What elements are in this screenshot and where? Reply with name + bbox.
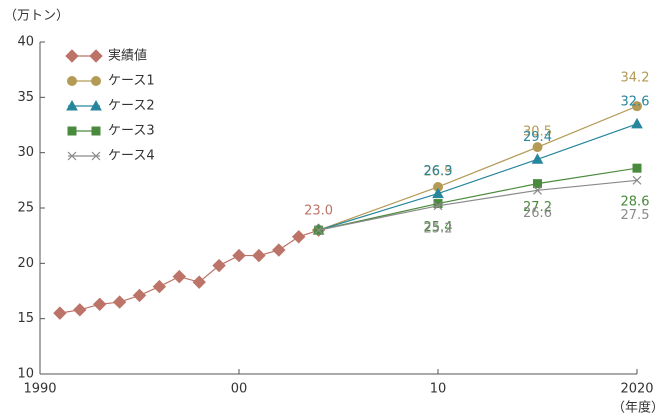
y-axis-label: （万トン） bbox=[4, 9, 69, 24]
marker bbox=[172, 269, 187, 284]
y-tick-label: 20 bbox=[17, 256, 34, 271]
y-tick-label: 35 bbox=[17, 90, 34, 105]
x-tick-label: 00 bbox=[231, 382, 248, 397]
x-tick-label: 1990 bbox=[23, 382, 56, 397]
marker bbox=[91, 151, 101, 161]
marker bbox=[632, 175, 642, 185]
marker bbox=[92, 297, 107, 311]
data-label: 32.6 bbox=[621, 94, 650, 109]
data-label: 23.0 bbox=[304, 204, 333, 219]
x-tick-label: 10 bbox=[430, 382, 447, 397]
legend-label: ケース2 bbox=[108, 99, 155, 114]
legend-label: 実績値 bbox=[108, 48, 147, 64]
marker bbox=[632, 101, 642, 112]
legend-label: ケース1 bbox=[108, 74, 155, 89]
marker bbox=[91, 76, 101, 86]
series-line bbox=[318, 167, 638, 231]
data-label: 27.5 bbox=[621, 208, 650, 223]
marker bbox=[90, 99, 102, 111]
marker bbox=[67, 126, 77, 136]
series-line bbox=[318, 105, 638, 231]
data-label: 26.9 bbox=[424, 164, 453, 179]
x-axis-label: （年度） bbox=[612, 400, 664, 416]
marker bbox=[67, 151, 77, 161]
x-tick-label: 2020 bbox=[620, 382, 653, 397]
marker bbox=[533, 179, 542, 189]
y-tick-label: 10 bbox=[17, 367, 34, 382]
marker bbox=[152, 279, 167, 294]
marker bbox=[252, 248, 266, 263]
data-label: 30.5 bbox=[523, 125, 552, 140]
data-label: 25.2 bbox=[424, 221, 453, 236]
marker bbox=[89, 49, 103, 63]
data-label: 26.6 bbox=[523, 206, 552, 221]
marker bbox=[272, 243, 286, 257]
series-line bbox=[318, 123, 638, 231]
marker bbox=[66, 99, 78, 111]
y-tick-label: 40 bbox=[17, 35, 34, 50]
marker bbox=[91, 126, 101, 136]
marker bbox=[112, 295, 127, 309]
data-label: 26.3 bbox=[424, 164, 453, 179]
marker bbox=[433, 199, 443, 209]
marker bbox=[631, 117, 643, 129]
marker bbox=[531, 153, 544, 164]
data-label: 25.4 bbox=[424, 220, 453, 235]
legend-label: ケース3 bbox=[108, 124, 155, 139]
marker bbox=[192, 275, 206, 289]
marker bbox=[132, 288, 147, 303]
marker bbox=[432, 187, 444, 199]
legend-label: ケース4 bbox=[108, 149, 155, 164]
marker bbox=[533, 185, 542, 195]
marker bbox=[433, 201, 443, 211]
marker bbox=[73, 303, 87, 317]
marker bbox=[632, 163, 642, 173]
y-tick-label: 30 bbox=[17, 145, 34, 160]
data-label: 27.2 bbox=[523, 200, 552, 215]
series-line bbox=[318, 179, 638, 231]
data-label: 29.4 bbox=[523, 130, 552, 145]
marker bbox=[67, 76, 77, 86]
marker bbox=[291, 230, 306, 244]
y-tick-label: 15 bbox=[17, 311, 34, 326]
data-label: 34.2 bbox=[621, 71, 650, 86]
marker bbox=[232, 248, 246, 263]
y-tick-label: 25 bbox=[17, 201, 34, 216]
data-label: 28.6 bbox=[621, 195, 650, 210]
marker bbox=[532, 142, 543, 153]
marker bbox=[314, 225, 324, 235]
marker bbox=[212, 258, 226, 273]
marker bbox=[53, 306, 67, 320]
marker bbox=[65, 49, 79, 63]
